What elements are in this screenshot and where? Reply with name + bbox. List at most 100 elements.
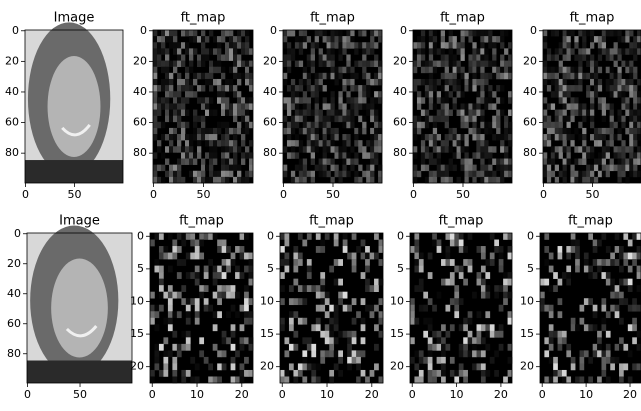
image-pixel [350, 146, 355, 153]
image-pixel [468, 36, 473, 43]
image-pixel [157, 164, 162, 172]
image-pixel [543, 42, 548, 49]
image-pixel [428, 170, 434, 178]
y-tick-label: 5 [527, 262, 534, 275]
image-pixel [298, 36, 304, 43]
image-pixel [302, 239, 308, 247]
image-pixel [424, 164, 430, 172]
image-pixel [627, 239, 633, 247]
image-pixel [157, 60, 162, 68]
y-tick-label: 40 [133, 85, 147, 98]
image-pixel [601, 42, 607, 49]
image-pixel [605, 54, 610, 61]
image-pixel [610, 278, 615, 286]
image-pixel [209, 152, 214, 159]
image-pixel [351, 265, 357, 273]
image-pixel [342, 42, 347, 49]
image-pixel [209, 66, 214, 74]
image-pixel [432, 146, 438, 153]
image-pixel [637, 152, 641, 159]
image-pixel [574, 158, 579, 165]
image-pixel [440, 109, 445, 116]
image-pixel [468, 103, 473, 110]
image-pixel [586, 146, 591, 153]
image-pixel [217, 285, 222, 292]
image-pixel [617, 66, 622, 74]
image-pixel [570, 170, 575, 178]
image-pixel [366, 48, 371, 55]
image-pixel [592, 304, 598, 312]
image-pixel [338, 146, 343, 153]
image-pixel [177, 176, 182, 184]
image-pixel [173, 170, 178, 178]
image-pixel [366, 85, 371, 92]
image-pixel [293, 265, 299, 273]
image-pixel [496, 97, 501, 104]
image-pixel [249, 48, 254, 55]
y-tick-label: 20 [133, 54, 147, 67]
image-pixel [165, 134, 170, 141]
image-pixel [452, 134, 457, 141]
image-pixel [593, 36, 599, 43]
image-pixel [629, 30, 634, 37]
image-pixel [154, 304, 160, 312]
image-pixel [605, 30, 610, 37]
image-pixel [540, 278, 545, 286]
image-pixel [158, 252, 164, 260]
image-pixel [221, 259, 227, 266]
image-pixel [432, 121, 438, 129]
image-pixel [445, 278, 451, 286]
image-pixel [306, 85, 312, 92]
image-pixel [428, 140, 434, 147]
image-pixel [590, 146, 595, 153]
image-pixel [173, 48, 178, 55]
image-shoulders [27, 360, 132, 383]
image-pixel [605, 343, 611, 351]
image-pixel [413, 146, 418, 153]
image-pixel [637, 103, 641, 110]
image-pixel [558, 66, 563, 74]
image-pixel [153, 176, 158, 184]
image-pixel [605, 170, 610, 178]
image-pixel [601, 233, 607, 240]
image-pixel [306, 121, 312, 129]
image-pixel [194, 311, 200, 319]
image-pixel [427, 272, 433, 279]
image-pixel [432, 233, 437, 240]
image-pixel [428, 91, 434, 98]
image-pixel [632, 363, 637, 371]
image-pixel [354, 140, 359, 147]
image-pixel [633, 109, 638, 116]
image-pixel [181, 134, 186, 141]
image-pixel [314, 78, 319, 86]
image-pixel [440, 85, 445, 92]
image-pixel [570, 66, 575, 74]
image-pixel [449, 324, 455, 332]
image-pixel [428, 48, 434, 55]
y-tick-label: 15 [260, 327, 274, 340]
image-pixel [354, 158, 359, 165]
image-pixel [181, 54, 186, 61]
image-pixel [550, 30, 556, 37]
image-pixel [463, 343, 468, 351]
image-pixel [374, 121, 379, 129]
image-pixel [464, 134, 469, 141]
image-pixel [456, 91, 461, 98]
image-pixel [562, 85, 567, 92]
image-pixel [574, 42, 579, 49]
image-pixel [205, 54, 210, 61]
image-pixel [213, 78, 218, 86]
image-pixel [428, 54, 434, 61]
image-pixel [558, 170, 563, 178]
image-pixel [543, 109, 548, 116]
image-pixel [329, 350, 335, 358]
image-pixel [609, 140, 614, 147]
image-pixel [625, 60, 630, 68]
image-pixel [629, 85, 634, 92]
image-pixel [590, 164, 595, 172]
image-pixel [347, 356, 352, 364]
y-tick-label: 20 [263, 54, 277, 67]
image-pixel [610, 304, 615, 312]
image-pixel [570, 363, 576, 371]
